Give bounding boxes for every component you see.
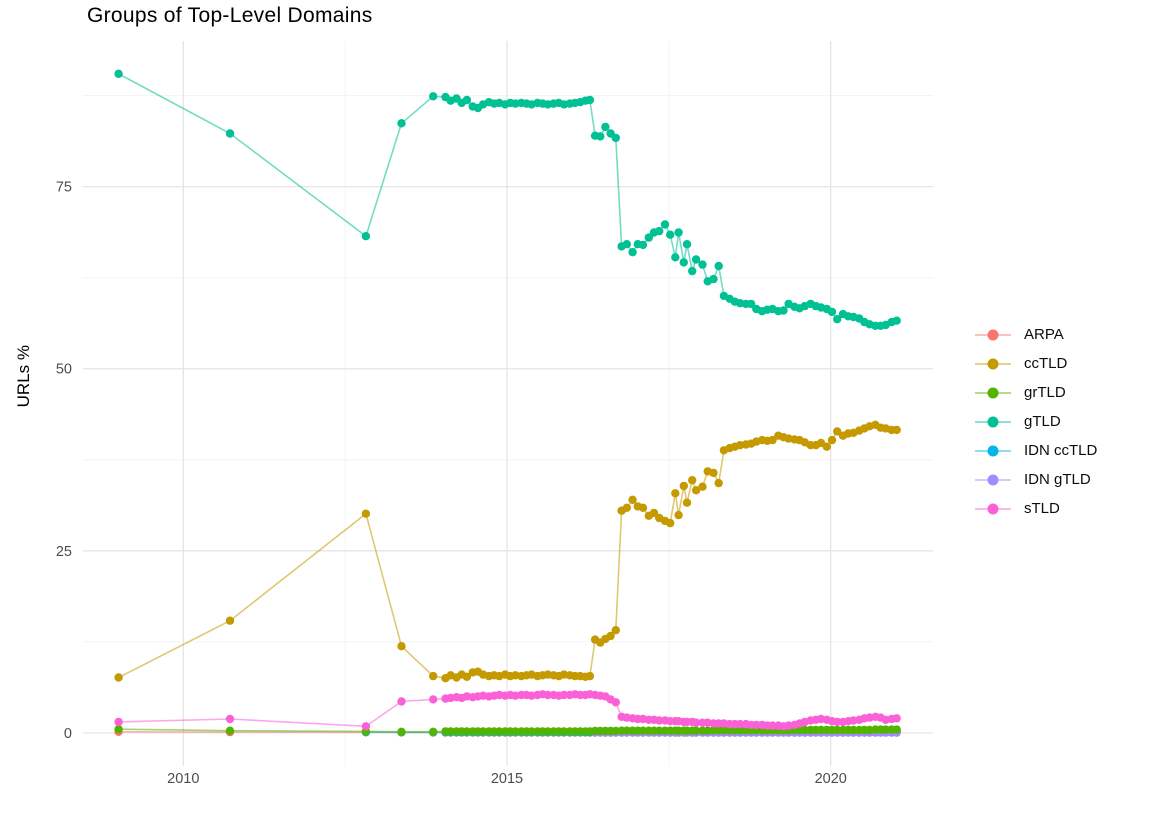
legend-key-icon-cctld	[975, 358, 1011, 369]
legend-item-arpa: ARPA	[974, 320, 1097, 349]
legend-item-grtld: grTLD	[974, 378, 1097, 407]
legend-label-stld: sTLD	[1024, 500, 1060, 517]
axis-tick-labels: 2010 2015 2020 0 25 50 75	[56, 180, 847, 787]
x-tick-label: 2015	[491, 771, 523, 787]
legend-item-cctld: ccTLD	[974, 349, 1097, 378]
series-gtld	[114, 69, 901, 330]
legend-label-grtld: grTLD	[1024, 384, 1066, 401]
legend-key-icon-idn-gtld	[975, 474, 1011, 485]
legend: ARPA ccTLD grTLD gTLD IDN ccTLD IDN gTLD sTLD	[974, 320, 1097, 523]
legend-label-idn-gtld: IDN gTLD	[1024, 471, 1091, 488]
x-tick-label: 2010	[167, 771, 199, 787]
y-tick-label: 75	[56, 180, 72, 196]
legend-key-icon-arpa	[975, 329, 1011, 340]
legend-label-cctld: ccTLD	[1024, 355, 1068, 372]
y-tick-label: 0	[64, 726, 72, 742]
legend-item-stld: sTLD	[974, 494, 1097, 523]
y-axis-title: URLs %	[14, 345, 33, 408]
legend-key-icon-grtld	[975, 387, 1011, 398]
legend-key-icon-idn-cctld	[975, 445, 1011, 456]
x-tick-label: 2020	[815, 771, 847, 787]
series-stld	[114, 690, 901, 731]
legend-item-gtld: gTLD	[974, 407, 1097, 436]
gridlines	[83, 41, 933, 766]
chart-title: Groups of Top-Level Domains	[87, 4, 373, 27]
legend-item-idn-cctld: IDN ccTLD	[974, 436, 1097, 465]
y-tick-label: 25	[56, 544, 72, 560]
series-grtld	[114, 725, 901, 736]
y-tick-label: 50	[56, 362, 72, 378]
legend-label-idn-cctld: IDN ccTLD	[1024, 442, 1098, 459]
legend-key-icon-stld	[975, 503, 1011, 514]
legend-label-arpa: ARPA	[1024, 326, 1064, 343]
legend-item-idn-gtld: IDN gTLD	[974, 465, 1097, 494]
legend-label-gtld: gTLD	[1024, 413, 1061, 430]
series-cctld	[114, 420, 901, 683]
legend-key-icon-gtld	[975, 416, 1011, 427]
